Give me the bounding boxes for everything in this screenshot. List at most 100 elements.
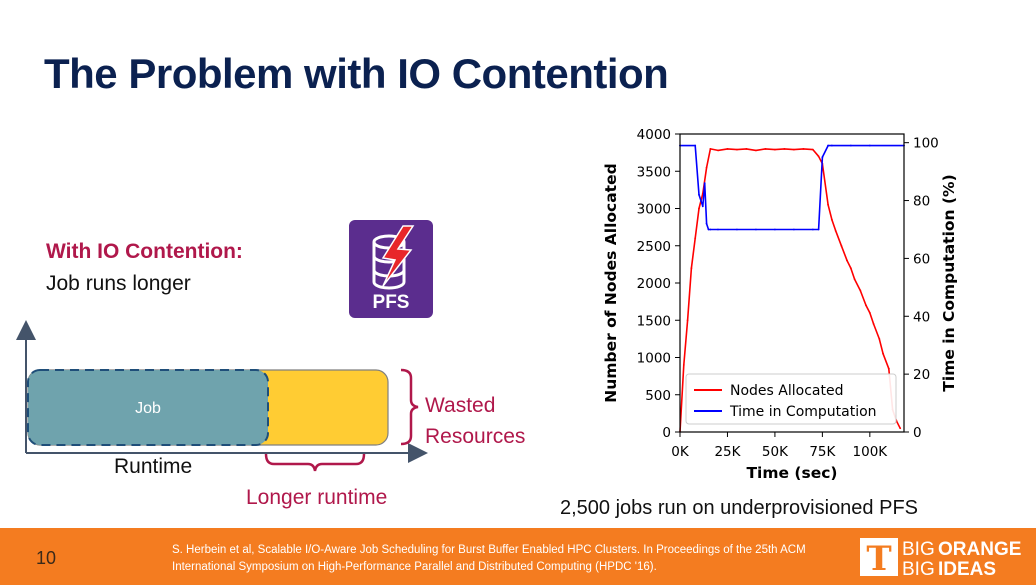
longer-runtime-brace — [264, 453, 366, 472]
nodes-allocated-point — [899, 427, 902, 430]
plot-frame — [679, 133, 905, 433]
y-tick-label: 2000 — [637, 276, 671, 292]
nodes-allocated-point — [872, 323, 875, 325]
nodes-allocated-point — [853, 278, 856, 281]
nodes-allocated-point — [736, 148, 738, 151]
x-tick-label: 50K — [762, 444, 789, 460]
nodes-allocated-point — [792, 148, 795, 151]
time-in-computation-point — [755, 228, 757, 231]
wasted-resources-label: Wasted Resources — [425, 394, 526, 448]
y-tick-label: 2500 — [637, 239, 671, 255]
legend-label-computation: Time in Computation — [729, 404, 877, 420]
y2-axis-label: Time in Computation (%) — [940, 174, 958, 391]
time-in-computation-point — [868, 144, 871, 147]
nodes-allocated-point — [887, 367, 890, 370]
time-in-computation-point — [774, 228, 776, 231]
wasted-brace — [400, 368, 419, 446]
y2-tick-label: 80 — [913, 194, 930, 210]
x-tick-label: 75K — [809, 444, 836, 460]
page-title: The Problem with IO Contention — [44, 50, 669, 97]
nodes-allocated-point — [859, 289, 862, 292]
time-in-computation-point — [717, 228, 719, 231]
time-in-computation-point — [827, 144, 829, 147]
nodes-allocated-point — [882, 352, 885, 355]
y-tick-label: 4000 — [637, 127, 671, 143]
longer-runtime-label: Longer runtime — [246, 486, 388, 509]
time-in-computation-point — [705, 222, 708, 225]
logo-letter: T — [866, 539, 891, 578]
chart-legend: Nodes Allocated Time in Computation — [685, 373, 897, 425]
nodes-allocated-point — [774, 148, 776, 151]
job-label: Job — [135, 400, 161, 417]
logo-badge — [860, 538, 898, 576]
nodes-allocated-point — [802, 148, 805, 150]
time-in-computation-point — [707, 228, 710, 231]
logo-ideas: IDEAS — [938, 559, 996, 578]
lightning-icon — [381, 225, 415, 287]
nodes-allocated-point — [849, 267, 852, 269]
nodes-allocated-chart: 0 500 1000 1500 2000 2500 3000 3500 4000 0 20 40 60 8… — [602, 127, 958, 482]
big-orange-big-ideas-logo: T BIG ORANGE BIG IDEAS — [860, 538, 1021, 578]
nodes-allocated-point — [834, 229, 837, 232]
nodes-allocated-point — [717, 149, 719, 152]
nodes-allocated-point — [830, 218, 833, 221]
time-in-computation-point — [792, 228, 795, 231]
y2-tick-label: 20 — [913, 367, 930, 383]
nodes-allocated-point — [783, 148, 786, 150]
time-in-computation-point — [821, 156, 824, 159]
nodes-allocated-point — [878, 337, 881, 340]
nodes-allocated-point — [698, 207, 700, 210]
nodes-allocated-point — [690, 267, 693, 269]
y-tick-label: 3000 — [637, 202, 671, 218]
nodes-allocated-point — [840, 244, 843, 247]
database-lightning-icon: PFS — [349, 220, 433, 318]
y-tick-label: 1000 — [637, 351, 671, 367]
time-in-computation-point — [849, 144, 852, 147]
time-in-computation-point — [736, 228, 738, 231]
time-in-computation-line — [680, 144, 904, 231]
nodes-allocated-point — [745, 148, 748, 150]
citation-text: S. Herbein et al, Scalable I/O-Aware Job… — [172, 544, 806, 573]
runtime-label: Runtime — [114, 455, 193, 478]
nodes-allocated-point — [817, 155, 820, 158]
nodes-allocated-point — [846, 259, 848, 262]
logo-big-bottom: BIG — [902, 559, 935, 578]
nodes-allocated-point — [709, 148, 712, 150]
nodes-allocated-point — [868, 311, 871, 314]
nodes-allocated-point — [764, 148, 767, 150]
runtime-diagram: Job — [16, 320, 428, 472]
time-in-computation-point — [694, 144, 697, 147]
logo-orange: ORANGE — [938, 539, 1021, 560]
time-in-computation-point — [830, 144, 833, 147]
time-in-computation-point — [703, 182, 706, 185]
y2-tick-label: 40 — [913, 309, 930, 325]
x-axis-label: Time (sec) — [746, 464, 837, 482]
nodes-allocated-point — [682, 364, 685, 366]
nodes-allocated-point — [755, 149, 757, 152]
logo-big-top: BIG — [902, 539, 935, 560]
y-tick-label: 0 — [662, 425, 671, 441]
time-in-computation-point — [698, 193, 700, 196]
y-tick-label: 500 — [645, 388, 671, 404]
nodes-allocated-point — [705, 166, 708, 169]
job-box — [27, 369, 269, 446]
nodes-allocated-point — [686, 319, 689, 322]
y-tick-label: 3500 — [637, 164, 671, 180]
y2-tick-label: 100 — [913, 136, 939, 152]
x-tick-label: 25K — [714, 444, 741, 460]
page-number: 10 — [36, 548, 57, 568]
time-in-computation-point — [709, 228, 712, 231]
nodes-allocated-point — [694, 237, 697, 240]
nodes-allocated-point — [827, 203, 829, 206]
x-tick-label: 100K — [853, 444, 889, 460]
pfs-label: PFS — [373, 292, 410, 313]
y2-tick-label: 0 — [913, 425, 922, 441]
nodes-allocated-point — [865, 304, 867, 307]
time-in-computation-point — [811, 228, 814, 231]
contention-heading: With IO Contention: — [46, 240, 243, 263]
time-in-computation-point — [701, 205, 704, 208]
nodes-allocated-point — [726, 148, 729, 150]
y-tick-label: 1500 — [637, 313, 671, 329]
chart-caption: 2,500 jobs run on underprovisioned PFS — [560, 497, 919, 519]
time-in-computation-point — [817, 228, 820, 231]
